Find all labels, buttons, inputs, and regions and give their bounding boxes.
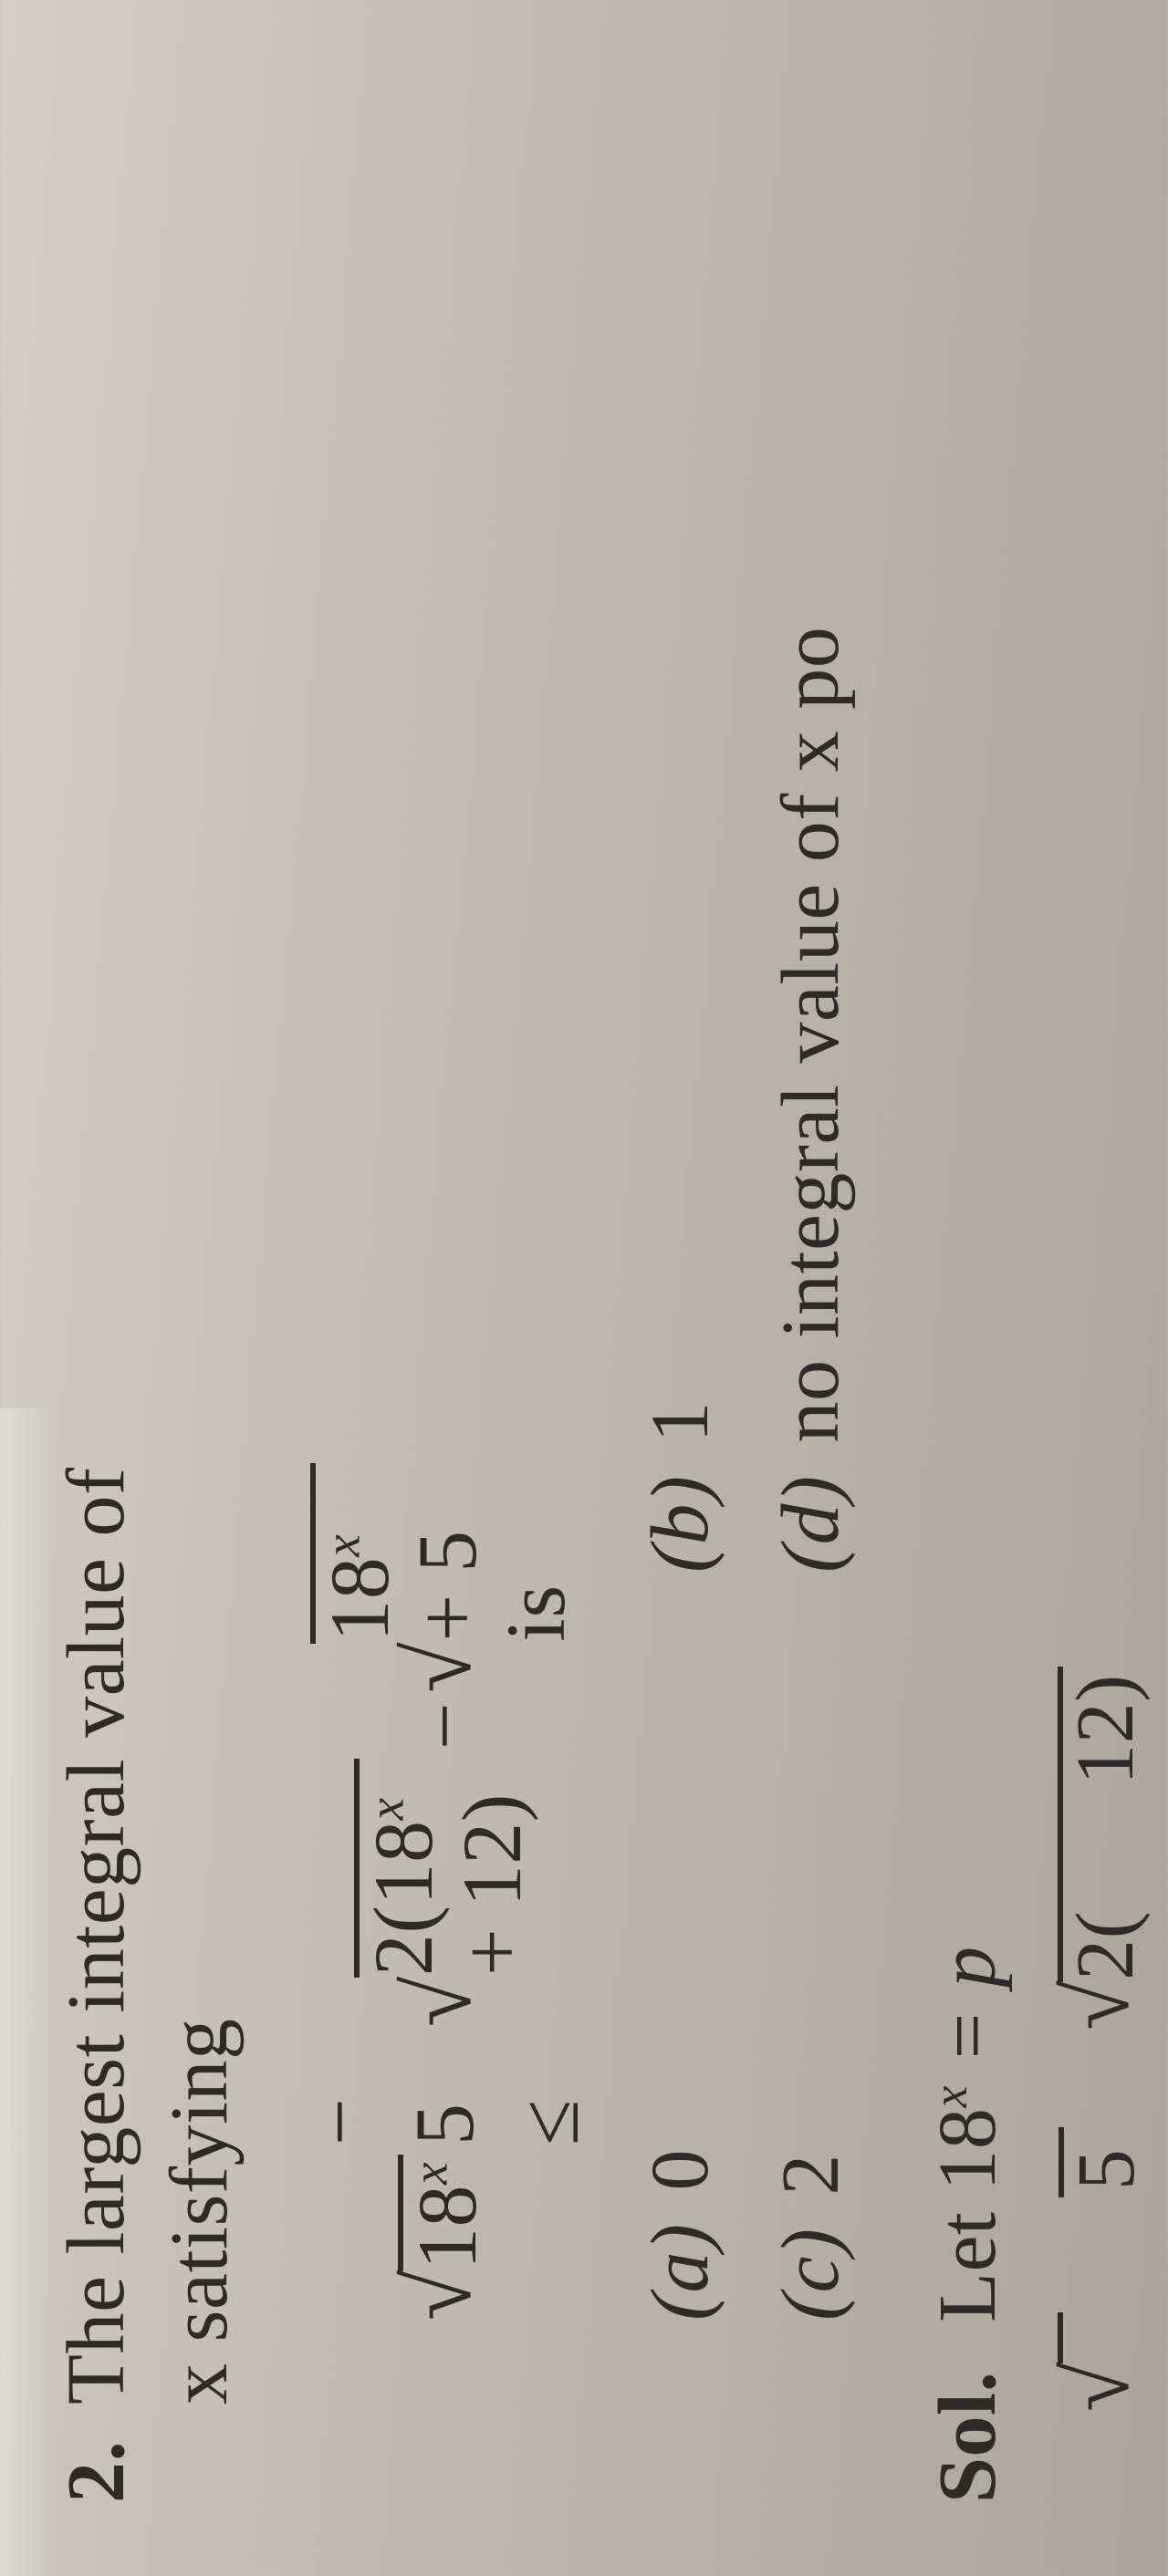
cutoff-mid-arg: 2( 12) <box>1058 1667 1150 1981</box>
option-a: (a) 0 <box>630 1636 733 2321</box>
cutoff-left-frag: 5 <box>1061 2149 1152 2191</box>
equation-block: √ 18x − 5 ≤ √ 2(18x + 12) − √ 18x + 5 is <box>287 1463 602 2321</box>
cutoff-mid-tail: 12) <box>1060 1674 1151 1805</box>
option-row-2: (c) 2 (d) no integral value of x po <box>760 131 863 2321</box>
cutoff-mid-overline: 5 <box>1058 2127 1151 2198</box>
sqrt-lhs-exp: x <box>402 2162 458 2185</box>
sqrt-mid-pre: 2(18 <box>357 1820 450 1976</box>
sqrt-mid: √ 2(18x + 12) <box>354 1759 536 2027</box>
lhs-tail: − 5 ≤ <box>287 2036 602 2145</box>
sqrt-lhs: √ 18x <box>387 2155 503 2321</box>
solution-label: Sol. <box>917 2348 1020 2503</box>
solution-text-pre: Let 18 <box>923 2108 1013 2322</box>
minus-sep: − <box>392 1702 497 1750</box>
radical-icon: √ <box>381 1642 497 1693</box>
option-d: (d) no integral value of x po <box>760 296 863 1573</box>
radical-icon: √ <box>381 1976 497 2027</box>
sqrt-rhs-tail: + 5 is <box>401 1530 582 1641</box>
radical-icon: √ <box>381 2270 497 2321</box>
sqrt-lhs-base: 18 <box>401 2185 494 2270</box>
solution-exp: x <box>923 2085 977 2107</box>
option-b-value: 1 <box>630 1401 733 1443</box>
cutoff-sqrt-mid: √ 2( 12) <box>1048 1667 1161 2030</box>
solution-line: Sol. Let 18x = p <box>917 1463 1020 2503</box>
sqrt-mid-tail: + 12) <box>445 1793 538 1976</box>
cutoff-sqrt-left: √ <box>1048 2312 1161 2412</box>
solution-text: Let 18x = p <box>917 1946 1020 2322</box>
sqrt-rhs-base: 18 <box>313 1557 406 1642</box>
radical-icon: √ <box>1042 1980 1155 2031</box>
option-a-value: 0 <box>630 2149 733 2191</box>
option-b: (b) 1 <box>630 888 733 1573</box>
cutoff-left-arg <box>1058 2312 1150 2363</box>
options-block: (a) 0 (b) 1 (c) 2 (d) no integral value … <box>630 131 862 2321</box>
question-stem-text: The largest integral value of x satisfyi… <box>51 1468 245 2405</box>
question-stem: The largest integral value of x satisfyi… <box>46 1463 251 2405</box>
sqrt-mid-exp: x <box>358 1797 413 1820</box>
sqrt-rhs: √ 18x + 5 is <box>310 1463 580 1693</box>
cutoff-mid-frag: 2( <box>1060 1911 1151 1980</box>
question-line: 2. The largest integral value of x satis… <box>46 1463 251 2503</box>
option-d-text: no integral value of x po <box>766 627 856 1443</box>
solution-text-post: = p <box>923 1946 1013 2085</box>
option-row-1: (a) 0 (b) 1 <box>630 131 733 2321</box>
option-d-value: no integral value of x po <box>760 627 863 1443</box>
sqrt-lhs-arg: 18x <box>398 2155 492 2271</box>
radical-icon: √ <box>1042 2362 1155 2412</box>
option-c-value: 2 <box>760 2154 863 2196</box>
question-number: 2. <box>46 2430 149 2503</box>
option-d-letter: (d) <box>760 1476 863 1573</box>
option-c-letter: (c) <box>760 2228 863 2321</box>
sqrt-rhs-exp: x <box>314 1534 370 1557</box>
option-b-letter: (b) <box>630 1476 733 1573</box>
option-a-letter: (a) <box>630 2224 733 2321</box>
option-c: (c) 2 <box>760 1636 863 2321</box>
sqrt-mid-arg: 2(18x + 12) <box>354 1759 536 1978</box>
cutoff-line: √ 5 √ 2( 12) <box>1048 1463 1161 2412</box>
sqrt-rhs-arg: 18x + 5 is <box>310 1463 580 1644</box>
